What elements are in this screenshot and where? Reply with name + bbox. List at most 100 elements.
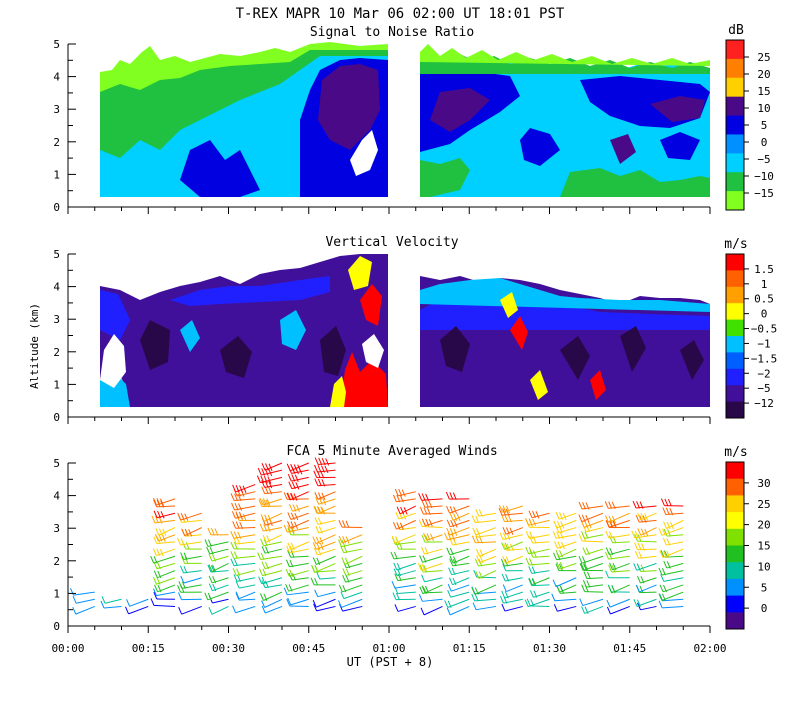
- colorbar-tick-label: 20: [757, 68, 770, 81]
- wind-barb: [342, 556, 362, 564]
- vv-panel: Vertical Velocity: [100, 235, 710, 407]
- wind-barb: [233, 568, 255, 575]
- wind-barb: [529, 511, 550, 519]
- wind-barb: [660, 585, 683, 592]
- wind-barb: [472, 516, 496, 523]
- wind-barb: [181, 552, 202, 559]
- wind-barb: [476, 549, 496, 556]
- wind-barb: [636, 585, 656, 592]
- colorbar-swatch: [726, 612, 744, 629]
- wind-barb: [581, 563, 603, 570]
- snr-panel: Signal to Noise Ratio: [100, 25, 710, 197]
- colorbar-swatch: [726, 287, 744, 304]
- wind-barb: [503, 585, 522, 592]
- wind-barb: [180, 566, 201, 573]
- wind-barb: [153, 498, 175, 506]
- wind-barb: [340, 604, 363, 611]
- wind-barb: [450, 513, 469, 521]
- wind-barb: [583, 525, 603, 532]
- x-tick-label: 00:00: [51, 642, 84, 655]
- wind-barb: [154, 511, 175, 519]
- wind-barb: [127, 599, 149, 606]
- wind-barb: [341, 592, 362, 599]
- wind-barb: [503, 527, 523, 535]
- wind-barb: [153, 549, 175, 557]
- wind-barb: [501, 515, 522, 523]
- wind-barb: [664, 561, 683, 568]
- wind-barb: [317, 572, 336, 579]
- wind-barb: [633, 501, 656, 509]
- wind-barb: [339, 585, 362, 592]
- colorbar-tick-label: −10: [754, 170, 774, 183]
- wind-barb: [446, 492, 469, 500]
- colorbar-swatch: [726, 529, 744, 546]
- wind-barb: [579, 556, 603, 563]
- wind-barb: [155, 585, 175, 592]
- wind-barb: [447, 520, 469, 528]
- wind-barb: [73, 596, 95, 603]
- wind-barb: [422, 519, 442, 527]
- colorbar-swatch: [726, 116, 744, 135]
- wind-barb: [557, 586, 576, 593]
- wind-barb: [502, 604, 523, 611]
- wind-barb: [556, 512, 576, 520]
- wind-barb: [609, 536, 629, 543]
- wind-barb: [606, 520, 629, 528]
- wind-barb: [500, 596, 522, 603]
- wind-barb: [396, 512, 416, 520]
- y-tick-label: 1: [53, 587, 60, 600]
- wind-barb: [314, 465, 335, 473]
- colorbar-swatch: [726, 303, 744, 320]
- wind-barb: [207, 547, 229, 554]
- wind-barb: [529, 578, 549, 585]
- colorbar-tick-label: 10: [757, 102, 770, 115]
- wind-barb: [231, 559, 255, 566]
- wind-barb: [260, 592, 282, 601]
- wind-barb: [178, 513, 202, 521]
- wind-barb: [529, 566, 550, 573]
- wind-barb: [422, 500, 443, 508]
- wind-barb: [394, 563, 416, 570]
- wind-barb: [554, 541, 576, 549]
- wind-barb: [179, 606, 202, 614]
- wind-barb: [503, 556, 523, 563]
- wind-barb: [262, 599, 282, 607]
- wind-barb: [582, 606, 603, 613]
- wind-barb: [579, 502, 603, 510]
- colorbar-tick-label: 0: [761, 136, 768, 149]
- x-tick-label: 01:45: [613, 642, 646, 655]
- wind-barb: [554, 520, 576, 528]
- wind-barb: [313, 556, 335, 565]
- y-tick-label: 1: [53, 378, 60, 391]
- wind-barb: [554, 604, 576, 611]
- wind-barb: [472, 536, 496, 544]
- wind-barb: [447, 506, 470, 514]
- wind-barb: [233, 485, 256, 493]
- wind-barb: [607, 599, 630, 607]
- wind-barb: [635, 551, 656, 558]
- colorbar-swatch: [726, 336, 744, 353]
- wind-barb: [500, 532, 523, 540]
- wind-barb: [583, 580, 603, 587]
- colorbar-tick-label: −2: [757, 367, 770, 380]
- colorbar-tick-label: −12: [754, 397, 774, 410]
- snr-color-field: [100, 42, 710, 197]
- colorbar-swatch: [726, 191, 744, 210]
- wind-barb: [659, 528, 683, 536]
- colorbar-swatch: [726, 78, 744, 97]
- wind-barb: [502, 574, 523, 581]
- wind-barb: [395, 489, 416, 497]
- snr-panel-title: Signal to Noise Ratio: [310, 25, 474, 40]
- wind-barb: [579, 513, 603, 522]
- wind-barb: [661, 574, 683, 581]
- wind-panel-title: FCA 5 Minute Averaged Winds: [286, 444, 497, 459]
- y-tick-label: 2: [53, 555, 60, 568]
- wind-barb: [659, 568, 683, 575]
- wind-barb: [233, 521, 256, 529]
- colorbar-tick-label: 15: [757, 540, 770, 553]
- wind-barb: [526, 547, 550, 554]
- x-tick-label: 00:15: [132, 642, 165, 655]
- wind-barb: [582, 531, 603, 538]
- wind-barb: [421, 547, 442, 554]
